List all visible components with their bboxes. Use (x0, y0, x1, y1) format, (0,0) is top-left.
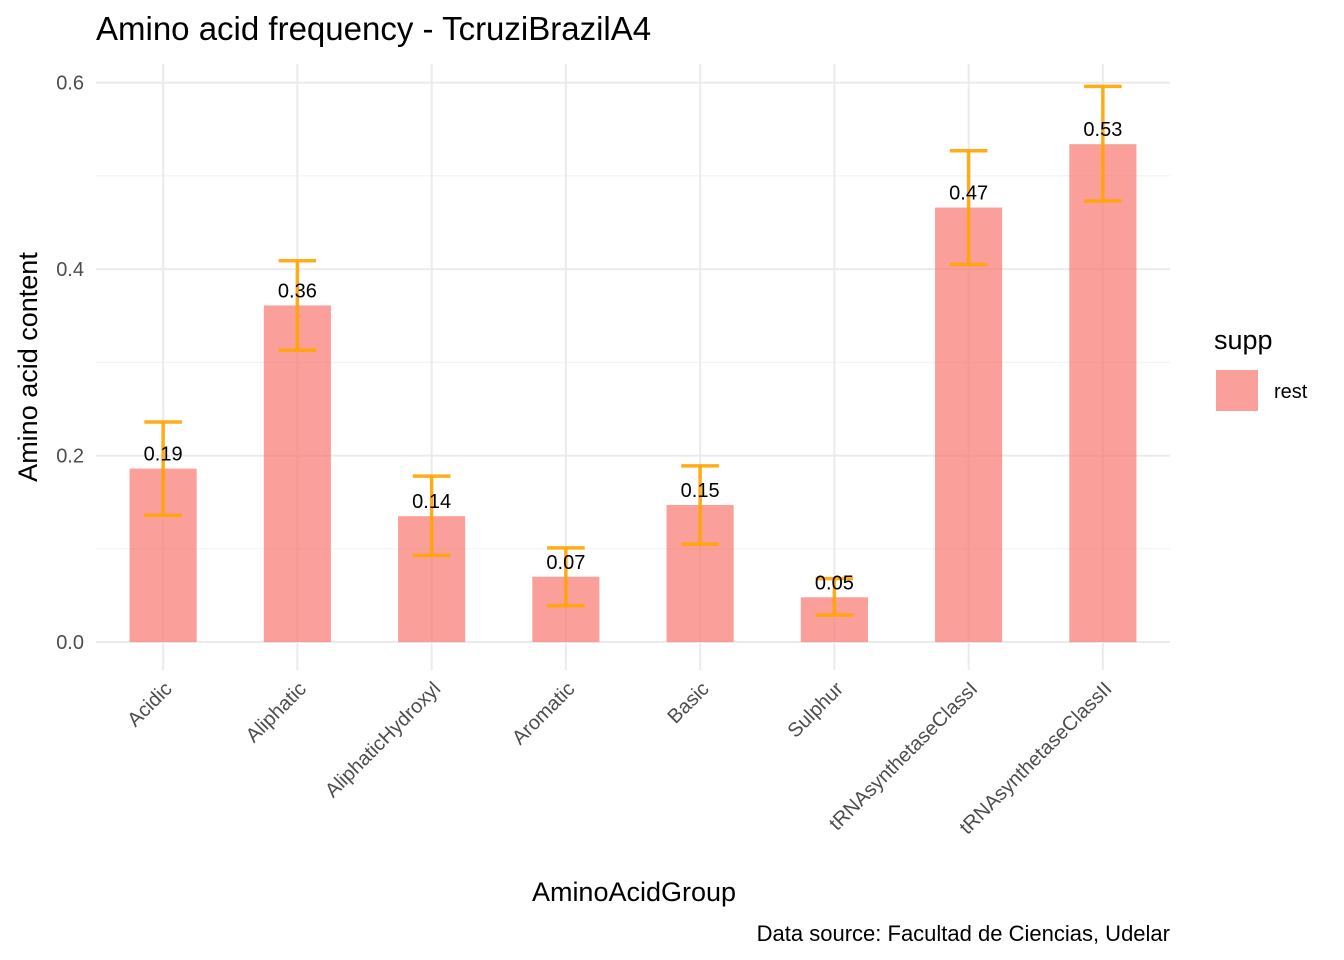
y-axis-ticks: 0.0 0.2 0.4 0.6 (56, 73, 84, 654)
x-tick-label: Aliphatic (242, 678, 311, 747)
y-tick-label: 0.0 (56, 632, 84, 654)
legend-title: supp (1214, 325, 1273, 355)
x-tick-label: Aromatic (508, 678, 579, 749)
bar (263, 305, 331, 643)
x-tick-label: Sulphur (784, 678, 849, 743)
data-label: 0.07 (546, 552, 585, 574)
y-tick-label: 0.4 (56, 259, 84, 281)
data-label: 0.05 (815, 572, 854, 594)
gridlines (96, 64, 1170, 670)
x-tick-label: Basic (664, 678, 714, 728)
bars (129, 144, 1137, 643)
data-label: 0.53 (1083, 119, 1122, 141)
error-bar (681, 464, 719, 546)
data-label: 0.15 (681, 480, 720, 502)
legend-swatch (1216, 370, 1258, 411)
data-label: 0.14 (412, 491, 451, 513)
x-axis-ticks: Acidic Aliphatic AliphaticHydroxyl Aromatic… (123, 678, 1116, 839)
x-tick-label: Acidic (123, 678, 176, 731)
error-bar (949, 148, 988, 267)
error-bar (412, 474, 451, 558)
x-axis-title: AminoAcidGroup (532, 877, 736, 907)
y-axis-title: Amino acid content (13, 252, 43, 482)
error-bar (1084, 84, 1122, 203)
x-tick-label: tRNAsynthetaseClassII (955, 678, 1116, 839)
data-label: 0.19 (144, 444, 183, 466)
error-bars (144, 84, 1122, 617)
bar (1069, 144, 1137, 643)
y-tick-label: 0.6 (56, 73, 84, 95)
x-tick-label: tRNAsynthetaseClassI (825, 678, 982, 835)
legend: supp rest (1214, 325, 1308, 411)
chart-title: Amino acid frequency - TcruziBrazilA4 (96, 10, 651, 47)
error-bar (278, 258, 317, 352)
data-labels: 0.19 0.36 0.14 0.07 0.15 0.05 0.47 0.53 (144, 119, 1123, 594)
caption: Data source: Facultad de Ciencias, Udela… (757, 921, 1170, 946)
error-bar (815, 576, 854, 617)
data-label: 0.47 (949, 183, 988, 205)
error-bar (547, 546, 585, 608)
legend-label: rest (1274, 381, 1308, 403)
bar (935, 207, 1003, 643)
y-tick-label: 0.2 (56, 446, 84, 468)
data-label: 0.36 (278, 280, 317, 302)
error-bar (144, 420, 182, 517)
x-tick-label: AliphaticHydroxyl (321, 678, 445, 802)
